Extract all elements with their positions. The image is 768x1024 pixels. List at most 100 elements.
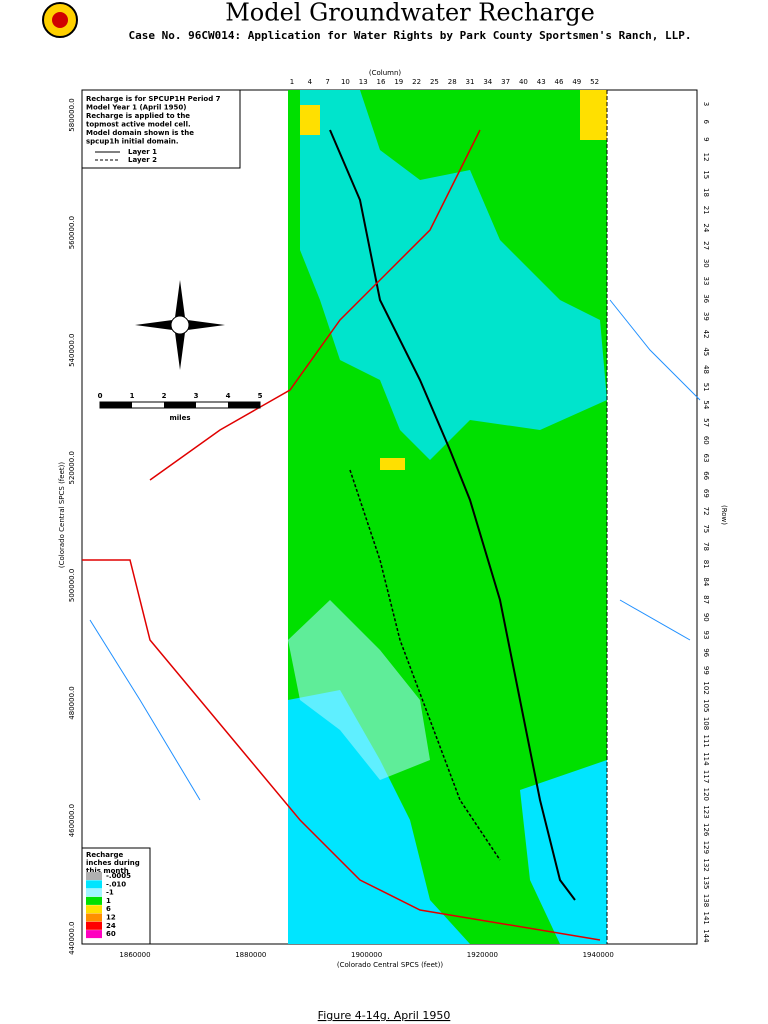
- legend-label: 60: [106, 930, 116, 938]
- legend-label: -.010: [106, 880, 126, 888]
- row-tick: 36: [702, 294, 710, 303]
- legend-label: 1: [106, 897, 111, 905]
- road: [149, 129, 481, 481]
- x-tick: 1860000: [119, 951, 150, 959]
- x-tick: 1900000: [351, 951, 382, 959]
- column-tick: 10: [341, 78, 350, 86]
- row-tick: 45: [702, 347, 710, 356]
- column-tick: 40: [519, 78, 528, 86]
- column-tick: 22: [412, 78, 421, 86]
- compass: [135, 280, 225, 370]
- layer-key-label: Layer 2: [128, 156, 157, 164]
- row-tick: 75: [702, 524, 710, 533]
- legend-label: -1: [106, 889, 114, 897]
- stream: [89, 299, 701, 801]
- legend-swatch: [86, 888, 102, 897]
- row-tick: 3: [702, 102, 710, 106]
- row-tick: 84: [702, 577, 710, 586]
- recharge-zone: [580, 90, 607, 140]
- row-tick: 126: [702, 823, 710, 837]
- scale: 0 1 2 3 4 5 miles: [98, 392, 263, 422]
- legend-title: inches during: [86, 859, 140, 867]
- note-box: [81, 89, 241, 169]
- column-tick: 28: [448, 78, 457, 86]
- y-axis-label: (Colorado Central SPCS (feet)): [58, 462, 66, 568]
- subtitle: Case No. 96CW014: Application for Water …: [129, 29, 692, 42]
- row-tick: 93: [702, 631, 710, 640]
- y-tick: 580000.0: [68, 98, 76, 131]
- scale-unit: miles: [169, 414, 190, 422]
- scale-tick: 1: [130, 392, 135, 400]
- row-tick: 114: [702, 752, 710, 766]
- layer1-boundary: [329, 129, 576, 901]
- scale-segment: [228, 402, 260, 408]
- legend-title: this month: [86, 867, 129, 875]
- column-label: (Column): [369, 69, 402, 77]
- y-tick: 540000.0: [68, 333, 76, 366]
- row-tick: 24: [702, 223, 710, 232]
- recharge-zone: [300, 90, 607, 460]
- legend-swatch: [86, 913, 102, 922]
- row-tick: 48: [702, 365, 710, 374]
- row-tick: 129: [702, 841, 710, 854]
- column-tick: 52: [590, 78, 599, 86]
- row-tick: 90: [702, 613, 710, 622]
- column-tick: 31: [466, 78, 475, 86]
- row-tick: 69: [702, 489, 710, 498]
- row-tick: 96: [702, 648, 710, 657]
- note-line: Recharge is applied to the: [86, 112, 190, 120]
- legend-label: 6: [106, 905, 111, 913]
- column-tick: 4: [308, 78, 313, 86]
- legend-label: 24: [106, 922, 116, 930]
- road: [82, 559, 601, 941]
- column-tick: 16: [377, 78, 386, 86]
- scale-segment: [100, 402, 132, 408]
- column-tick: 46: [555, 78, 564, 86]
- column-tick: 49: [572, 78, 581, 86]
- row-tick: 105: [702, 699, 710, 712]
- y-tick: 460000.0: [68, 804, 76, 837]
- column-tick: 1: [290, 78, 294, 86]
- row-tick: 141: [702, 912, 710, 925]
- row-tick: 27: [702, 241, 710, 250]
- legend-title: Recharge: [86, 851, 123, 859]
- recharge-zone: [300, 105, 320, 135]
- row-tick: 51: [702, 383, 710, 392]
- row-tick: 39: [702, 312, 710, 321]
- row-tick: 12: [702, 153, 710, 162]
- row-tick: 66: [702, 471, 710, 480]
- recharge-zone: [288, 690, 470, 944]
- legend-swatch: [86, 896, 102, 905]
- row-tick: 30: [702, 259, 710, 268]
- row-tick: 6: [702, 119, 710, 124]
- row-tick: 81: [702, 560, 710, 569]
- row-tick: 60: [702, 436, 710, 445]
- row-label: (Row): [720, 505, 728, 525]
- scale-tick: 5: [258, 392, 263, 400]
- note-line: Model domain shown is the: [86, 129, 194, 137]
- row-tick: 18: [702, 188, 710, 197]
- legend-label: 12: [106, 914, 116, 922]
- note-line: Model Year 1 (April 1950): [86, 104, 186, 112]
- note-line: topmost active model cell.: [86, 121, 191, 129]
- legend-swatch: [86, 930, 102, 939]
- y-tick: 500000.0: [68, 569, 76, 602]
- layer-key-label: Layer 1: [128, 148, 157, 156]
- row-tick: 54: [702, 400, 710, 409]
- row-tick: 111: [702, 735, 710, 748]
- x-tick: 1920000: [467, 951, 498, 959]
- y-tick: 560000.0: [68, 216, 76, 249]
- row-tick: 138: [702, 894, 710, 907]
- row-tick: 21: [702, 206, 710, 215]
- y-tick: 480000.0: [68, 686, 76, 719]
- legend-label: -.0005: [106, 872, 131, 880]
- row-tick: 9: [702, 137, 710, 141]
- row-tick: 57: [702, 418, 710, 427]
- scale-tick: 3: [194, 392, 199, 400]
- compass-center: [170, 315, 190, 335]
- y-tick: 440000.0: [68, 921, 76, 954]
- row-tick: 135: [702, 876, 710, 889]
- scale-tick: 4: [226, 392, 231, 400]
